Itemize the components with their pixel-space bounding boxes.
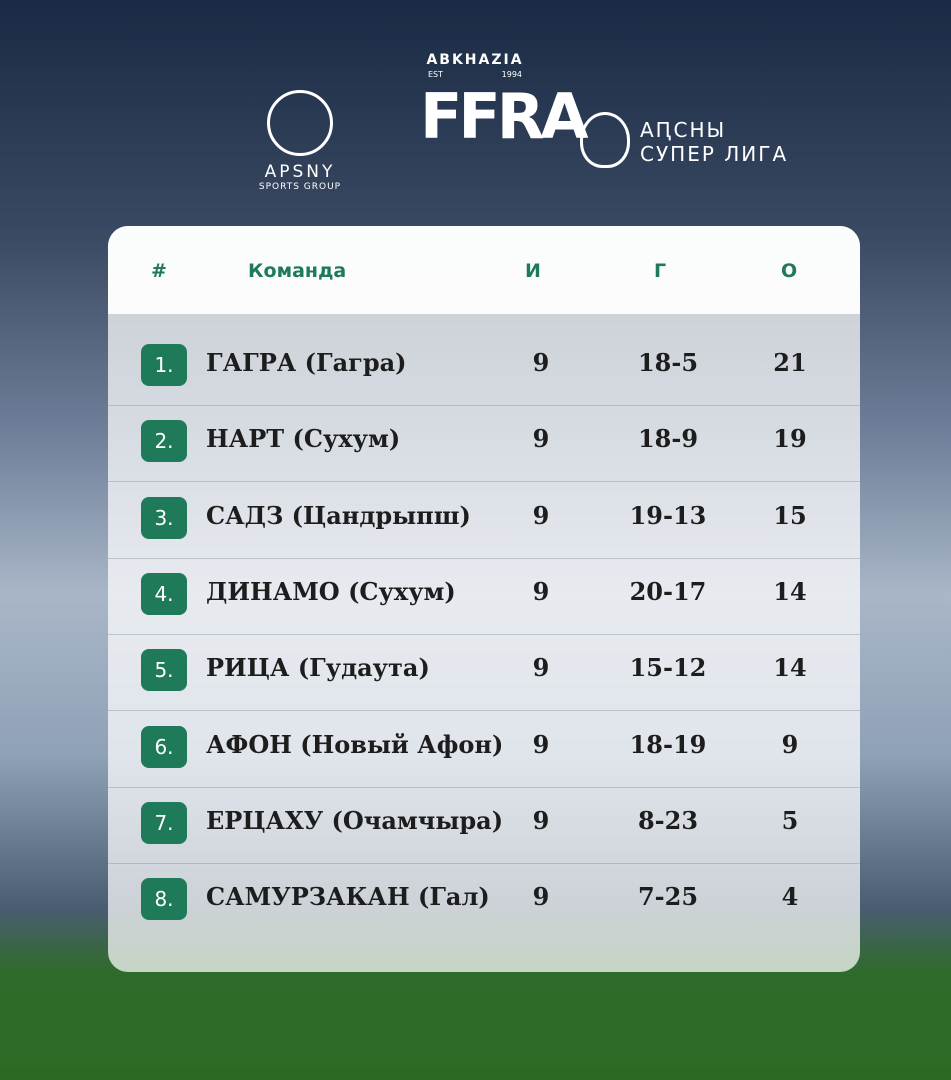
table-row: 8. САМУРЗАКАН (Гал) 9 7-25 4 [108,862,860,939]
rank-badge: 5. [141,649,187,692]
table-header: # Команда И Г О [108,226,860,314]
goals: 18-9 [637,424,699,454]
est: EST [428,70,444,79]
logo-est: EST 1994 [420,68,530,81]
points: 5 [781,805,799,835]
games: 9 [532,424,550,454]
points: 15 [773,500,807,530]
goals: 15-12 [629,653,707,683]
games: 9 [532,348,550,377]
table-row: 2. НАРТ (Сухум) 9 18-9 19 [108,404,860,483]
team-name: АФОН (Новый Афон) [206,729,504,759]
logo-top: ABKHAZIA [426,52,524,68]
emblem [267,90,333,156]
rank-badge: 3. [141,496,187,539]
table-row: 6. АФОН (Новый Афон) 9 18-19 9 [108,710,860,788]
goals: 18-5 [637,348,699,377]
table-row: 7. ЕРЦАХУ (Очамчыра) 9 8-23 5 [108,786,860,864]
rank-badge: 2. [141,420,187,463]
goals: 20-17 [629,576,707,606]
rank-badge: 7. [141,801,187,844]
standings-table: # Команда И Г О 1. ГАГРА (Гагра) 9 18-5 21 2.… [108,226,860,972]
apsny-logo: APSNY SPORTS GROUP [250,90,350,192]
year: 1994 [501,70,522,79]
team-name: САДЗ (Цандрыпш) [206,500,471,530]
points: 19 [773,424,807,454]
header-cell: # [151,260,167,282]
goals: 19-13 [629,500,707,530]
points: 14 [773,653,807,683]
header-cell: О [781,260,798,282]
ffra-logo: ABKHAZIA EST 1994 FFRA [420,52,588,153]
points: 4 [781,882,799,912]
table-row: 4. ДИНАМО (Сухум) 9 20-17 14 [108,557,860,635]
header-cell: Команда [248,260,347,282]
team-name: ДИНАМО (Сухум) [206,576,456,606]
table-row: 3. САДЗ (Цандрыпш) 9 19-13 15 [108,481,860,559]
points: 14 [773,576,807,606]
rank-badge: 8. [141,878,187,921]
logo-subtext: SPORTS GROUP [258,182,342,192]
table-row: 1. ГАГРА (Гагра) 9 18-5 21 [108,328,860,406]
table-row: 5. РИЦА (Гудаута) 9 15-12 14 [108,633,860,712]
team-name: САМУРЗАКАН (Гал) [206,882,490,912]
games: 9 [532,882,550,912]
goals: 18-19 [629,729,707,759]
points: 9 [781,729,799,759]
games: 9 [532,653,550,683]
league-line1: АԤСНЫ [640,118,727,142]
team-name: РИЦА (Гудаута) [206,653,430,683]
points: 21 [773,348,807,377]
logo-text: APSNY [264,162,336,182]
games: 9 [532,500,550,530]
goals: 8-23 [637,805,699,835]
team-name: ЕРЦАХУ (Очамчыра) [206,805,504,835]
team-name: НАРТ (Сухум) [206,424,401,454]
emblem [580,112,630,168]
games: 9 [532,805,550,835]
rank-badge: 6. [141,725,187,768]
rank-badge: 4. [141,572,187,615]
league-line2: СУПЕР ЛИГА [640,142,789,166]
goals: 7-25 [637,882,699,912]
team-name: ГАГРА (Гагра) [206,348,407,377]
rank-badge: 1. [141,344,187,386]
games: 9 [532,729,550,759]
header-cell: Г [654,260,667,282]
logo-name: FFRA [420,80,588,153]
header-cell: И [525,260,541,282]
games: 9 [532,576,550,606]
